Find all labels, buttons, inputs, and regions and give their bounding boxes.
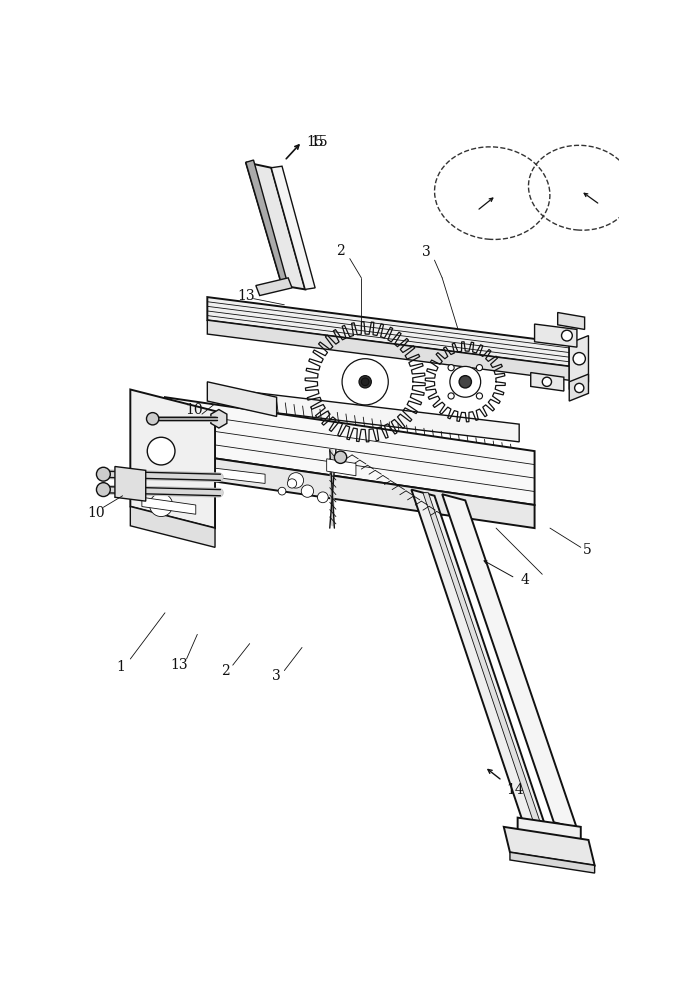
Circle shape [542,377,551,386]
Circle shape [146,413,159,425]
Text: 5: 5 [582,543,591,557]
Text: 15: 15 [310,135,328,149]
Text: 1: 1 [116,660,125,674]
Circle shape [562,330,572,341]
Polygon shape [130,389,215,528]
Polygon shape [569,374,589,401]
Circle shape [97,467,110,481]
Text: 3: 3 [422,245,431,259]
Text: 3: 3 [273,669,281,683]
Polygon shape [115,466,146,501]
Polygon shape [518,818,581,844]
Circle shape [317,492,328,503]
Circle shape [335,451,346,463]
Polygon shape [535,324,577,347]
Polygon shape [423,493,542,828]
Polygon shape [531,373,564,391]
Circle shape [448,393,454,399]
Polygon shape [142,497,196,514]
Circle shape [448,365,454,371]
Text: 13: 13 [170,658,188,672]
Polygon shape [569,336,589,389]
Circle shape [278,487,286,495]
Polygon shape [211,410,227,428]
Polygon shape [271,166,315,289]
Text: 13: 13 [238,289,255,303]
Circle shape [476,365,482,371]
Circle shape [288,473,304,488]
Polygon shape [558,312,584,329]
Circle shape [362,378,369,386]
Circle shape [97,483,110,497]
Polygon shape [246,162,305,289]
Circle shape [288,479,297,488]
Circle shape [573,353,585,365]
Text: 4: 4 [521,573,530,587]
Polygon shape [246,160,288,286]
Circle shape [459,376,471,388]
Circle shape [302,485,313,497]
Polygon shape [242,391,519,442]
Polygon shape [504,827,595,865]
Circle shape [359,376,371,388]
Polygon shape [165,451,535,528]
Circle shape [575,383,584,393]
Polygon shape [326,459,356,476]
Polygon shape [207,297,569,366]
Text: 14: 14 [506,783,524,797]
Polygon shape [165,397,535,505]
Circle shape [450,366,481,397]
Circle shape [150,493,172,517]
Text: 2: 2 [336,244,345,258]
Polygon shape [207,382,277,416]
Polygon shape [130,507,215,547]
Circle shape [476,393,482,399]
Circle shape [147,437,175,465]
Polygon shape [256,278,292,296]
Polygon shape [510,852,595,873]
Text: 15: 15 [306,135,324,149]
Text: 10: 10 [186,403,203,417]
Circle shape [342,359,388,405]
Polygon shape [442,494,577,828]
Polygon shape [188,465,265,483]
Text: 2: 2 [221,664,229,678]
Text: 10: 10 [87,506,104,520]
Polygon shape [207,320,569,380]
Polygon shape [411,490,546,828]
